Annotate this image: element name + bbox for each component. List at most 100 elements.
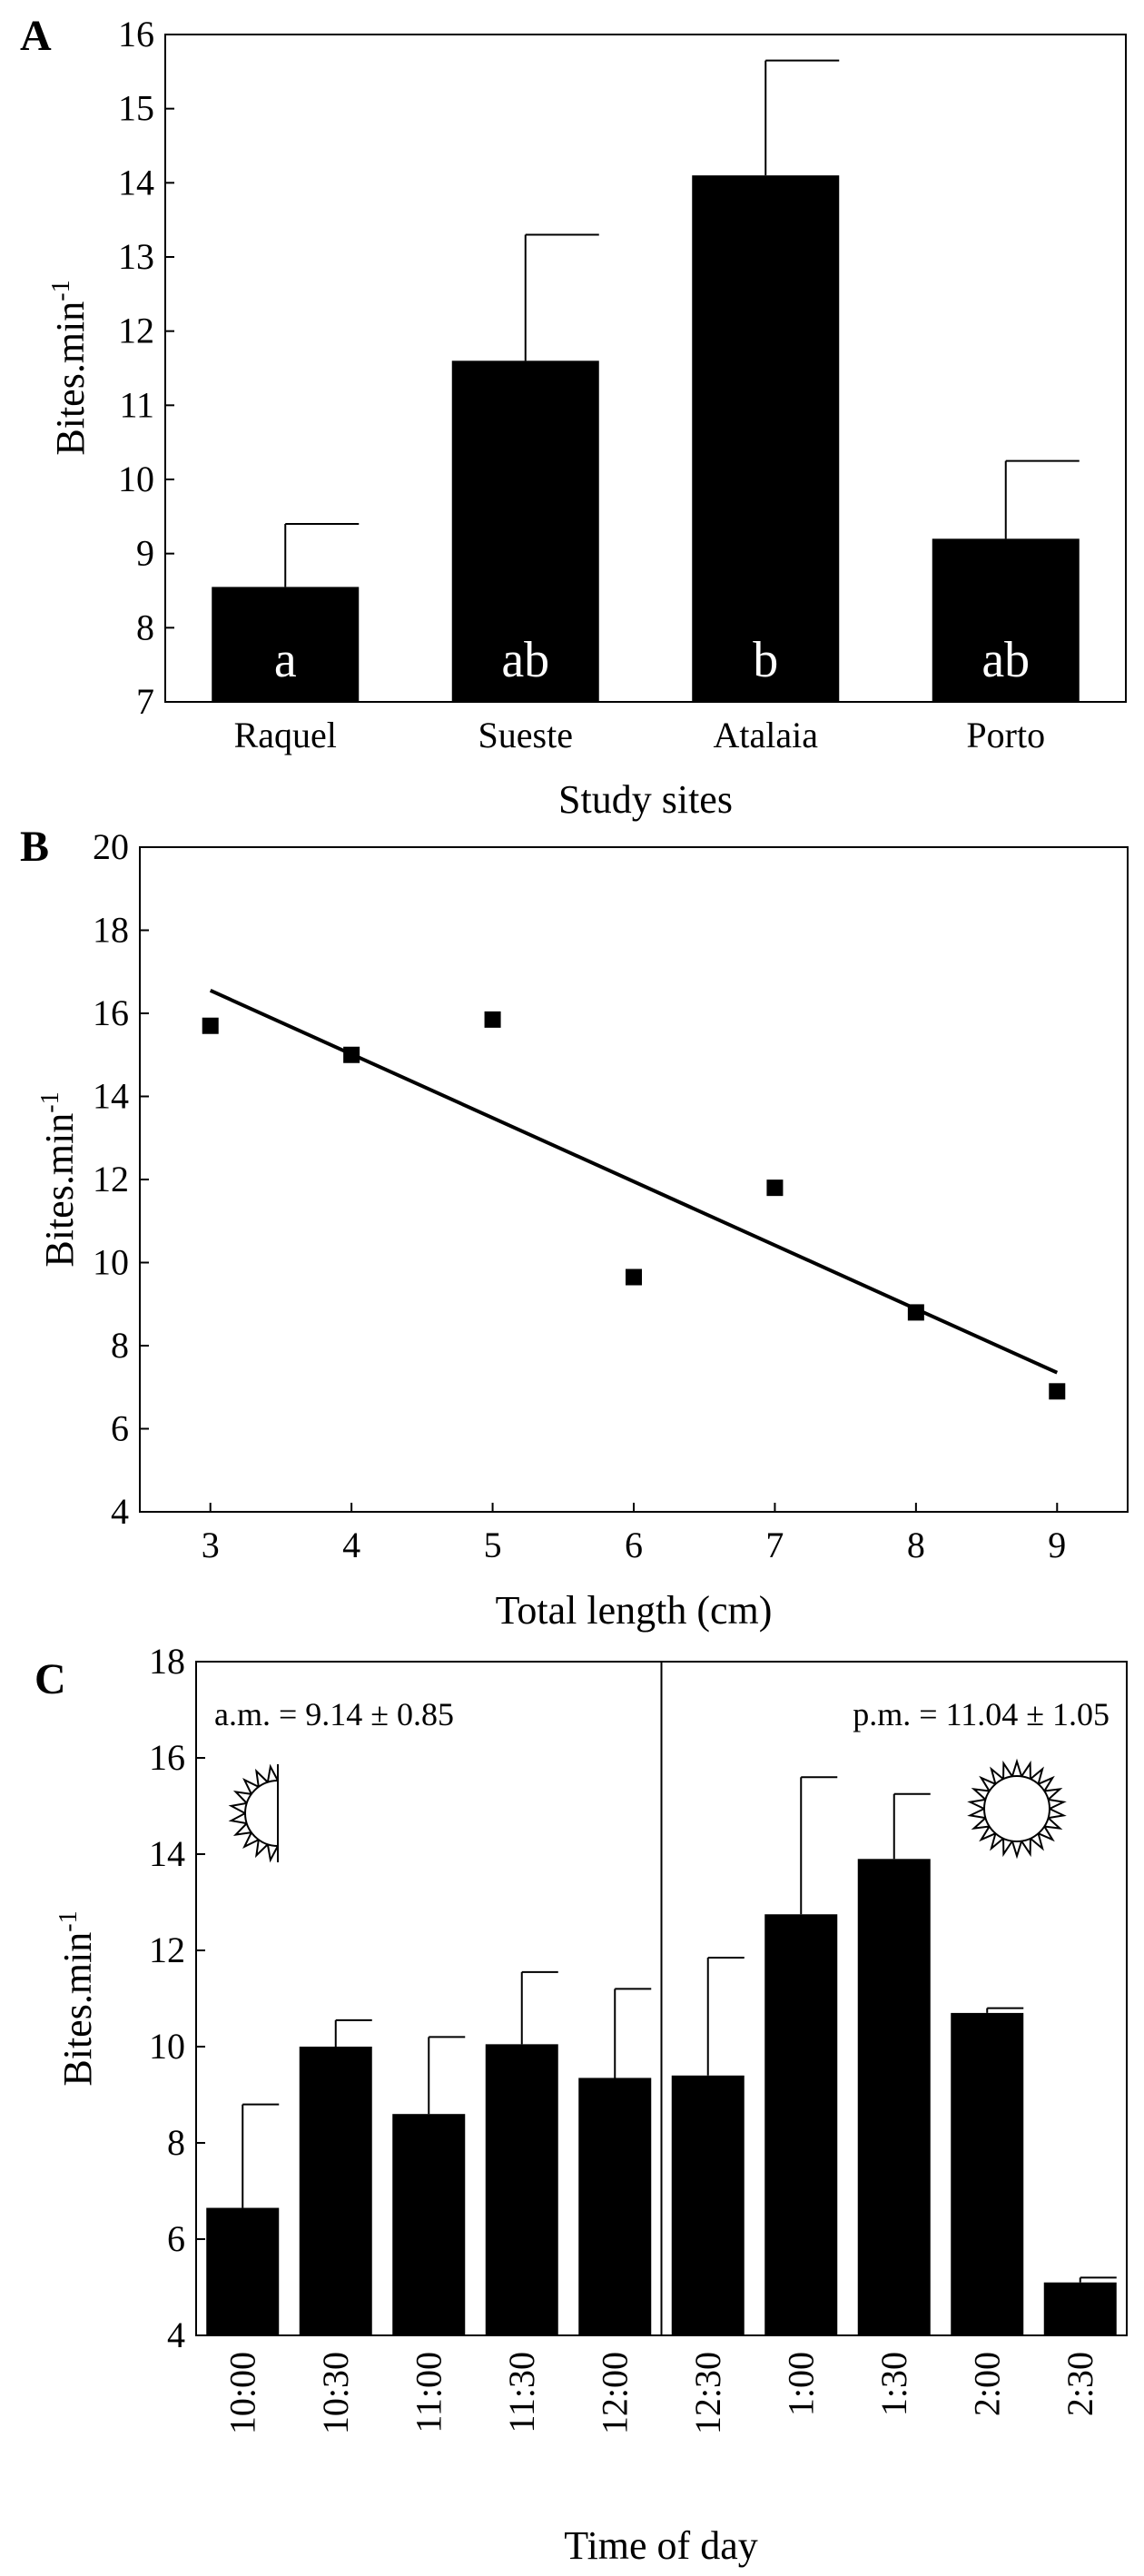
data-point [484, 1011, 501, 1028]
bar [1043, 2282, 1117, 2335]
panel-b-letter: B [20, 823, 49, 871]
x-tick-label: 12:00 [594, 2352, 635, 2434]
y-tick-label: 12 [118, 311, 154, 351]
y-tick-label: 7 [136, 681, 154, 722]
bar [392, 2114, 466, 2335]
panel-a-y-label: Bites.min-1 [47, 280, 93, 455]
data-point [1049, 1383, 1066, 1400]
y-tick-label: 16 [118, 14, 154, 54]
bar-significance-label: ab [501, 632, 549, 688]
x-tick-label: 5 [484, 1525, 502, 1565]
x-tick-label: 12:30 [687, 2352, 728, 2434]
data-point [907, 1304, 924, 1321]
panel-b-points [202, 989, 1066, 1400]
data-point [766, 1179, 784, 1197]
panel-a-x-label: Study sites [558, 777, 733, 822]
data-point [343, 1046, 360, 1063]
x-tick-label: 2:00 [966, 2352, 1007, 2416]
x-tick-label: 10:00 [222, 2352, 262, 2434]
y-tick-label: 9 [136, 533, 154, 574]
panel-c-letter: C [35, 1655, 66, 1703]
x-tick-label: 11:00 [408, 2352, 449, 2433]
bar-significance-label: ab [981, 632, 1030, 688]
panel-c-x-axis: 10:00 10:30 11:00 11:30 12:00 12:30 1:00 1:30 2:… [222, 2352, 1100, 2434]
y-tick-label: 16 [149, 1737, 185, 1778]
panel-b-y-axis: 4 6 8 10 12 14 16 18 20 [93, 826, 149, 1532]
y-tick-label: 12 [149, 1930, 185, 1970]
panel-a-y-axis: 7 8 9 10 11 12 13 14 15 16 [118, 14, 174, 722]
bar [299, 2047, 372, 2335]
bar [764, 1914, 838, 2335]
y-tick-label: 10 [149, 2026, 185, 2067]
bar [485, 2044, 558, 2335]
y-tick-label: 18 [149, 1641, 185, 1682]
panel-c-bars [206, 1776, 1117, 2335]
data-point [202, 1017, 219, 1034]
x-tick-label: 10:30 [315, 2352, 356, 2434]
panel-a-x-axis: Raquel Sueste Atalaia Porto [234, 715, 1046, 755]
x-tick-label: 1:00 [780, 2352, 821, 2416]
y-tick-label: 14 [118, 162, 154, 202]
bar [951, 2012, 1024, 2335]
y-tick-label: 16 [93, 992, 129, 1033]
panel-a-letter: A [20, 12, 52, 60]
bar-significance-label: a [274, 632, 297, 688]
x-tick-label: 4 [342, 1525, 360, 1565]
y-tick-label: 10 [118, 459, 154, 499]
trend-line [209, 989, 1059, 1375]
x-tick-label: 9 [1048, 1525, 1066, 1565]
y-tick-label: 20 [93, 826, 129, 867]
y-tick-label: 6 [167, 2218, 185, 2259]
am-annotation: a.m. = 9.14 ± 0.85 [214, 1696, 454, 1732]
y-tick-label: 8 [167, 2122, 185, 2163]
x-tick-label: Porto [966, 715, 1045, 755]
panel-a-bars: a ab b ab [212, 59, 1080, 702]
y-tick-label: 15 [118, 88, 154, 129]
x-tick-label: Sueste [478, 715, 573, 755]
panel-c-y-label: Bites.min-1 [54, 1910, 100, 2086]
y-tick-label: 14 [93, 1076, 129, 1117]
bar-significance-label: b [753, 632, 778, 688]
y-tick-label: 14 [149, 1833, 185, 1874]
panel-c-y-axis: 4 6 8 10 12 14 16 18 [149, 1641, 205, 2355]
bar [671, 2075, 745, 2335]
y-tick-label: 8 [136, 607, 154, 647]
bar [578, 2078, 652, 2335]
y-tick-label: 4 [167, 2314, 185, 2355]
y-tick-label: 8 [111, 1325, 129, 1366]
y-tick-label: 13 [118, 236, 154, 277]
pm-annotation: p.m. = 11.04 ± 1.05 [853, 1696, 1109, 1732]
panel-b-x-label: Total length (cm) [496, 1588, 773, 1633]
x-tick-label: 6 [625, 1525, 643, 1565]
panel-c: C 4 6 8 10 12 14 16 18 10:00 10:30 11:00 11:30 12:0… [35, 1641, 1128, 2568]
x-tick-label: Atalaia [714, 715, 819, 755]
half-sun-icon [228, 1763, 279, 1863]
panel-b-y-label: Bites.min-1 [36, 1091, 82, 1267]
bar [692, 175, 840, 702]
x-tick-label: 7 [765, 1525, 784, 1565]
x-tick-label: 8 [907, 1525, 925, 1565]
panel-a: A 7 8 9 10 11 12 13 14 15 16 a ab b ab Raquel Sueste A… [20, 12, 1127, 822]
bar [212, 587, 360, 702]
x-tick-label: 1:30 [873, 2352, 914, 2416]
panel-b-frame [139, 846, 1129, 1513]
x-tick-label: 11:30 [501, 2352, 542, 2433]
y-tick-label: 11 [119, 384, 154, 425]
x-tick-label: Raquel [234, 715, 337, 755]
y-tick-label: 12 [93, 1159, 129, 1199]
bar [451, 360, 599, 702]
y-tick-label: 6 [111, 1408, 129, 1449]
sun-icon [967, 1758, 1067, 1860]
y-tick-label: 4 [111, 1491, 129, 1532]
y-tick-label: 18 [93, 910, 129, 951]
panel-b: B 4 6 8 10 12 14 16 18 20 3 4 5 6 7 8 9 Bites.min-1 To… [20, 823, 1129, 1633]
panel-c-x-label: Time of day [564, 2523, 758, 2568]
data-point [626, 1268, 642, 1286]
panel-b-x-axis: 3 4 5 6 7 8 9 [202, 1503, 1066, 1565]
panel-a-frame [164, 34, 1127, 703]
bar [932, 538, 1080, 702]
x-tick-label: 3 [202, 1525, 220, 1565]
x-tick-label: 2:30 [1060, 2352, 1100, 2416]
bar [206, 2207, 280, 2335]
